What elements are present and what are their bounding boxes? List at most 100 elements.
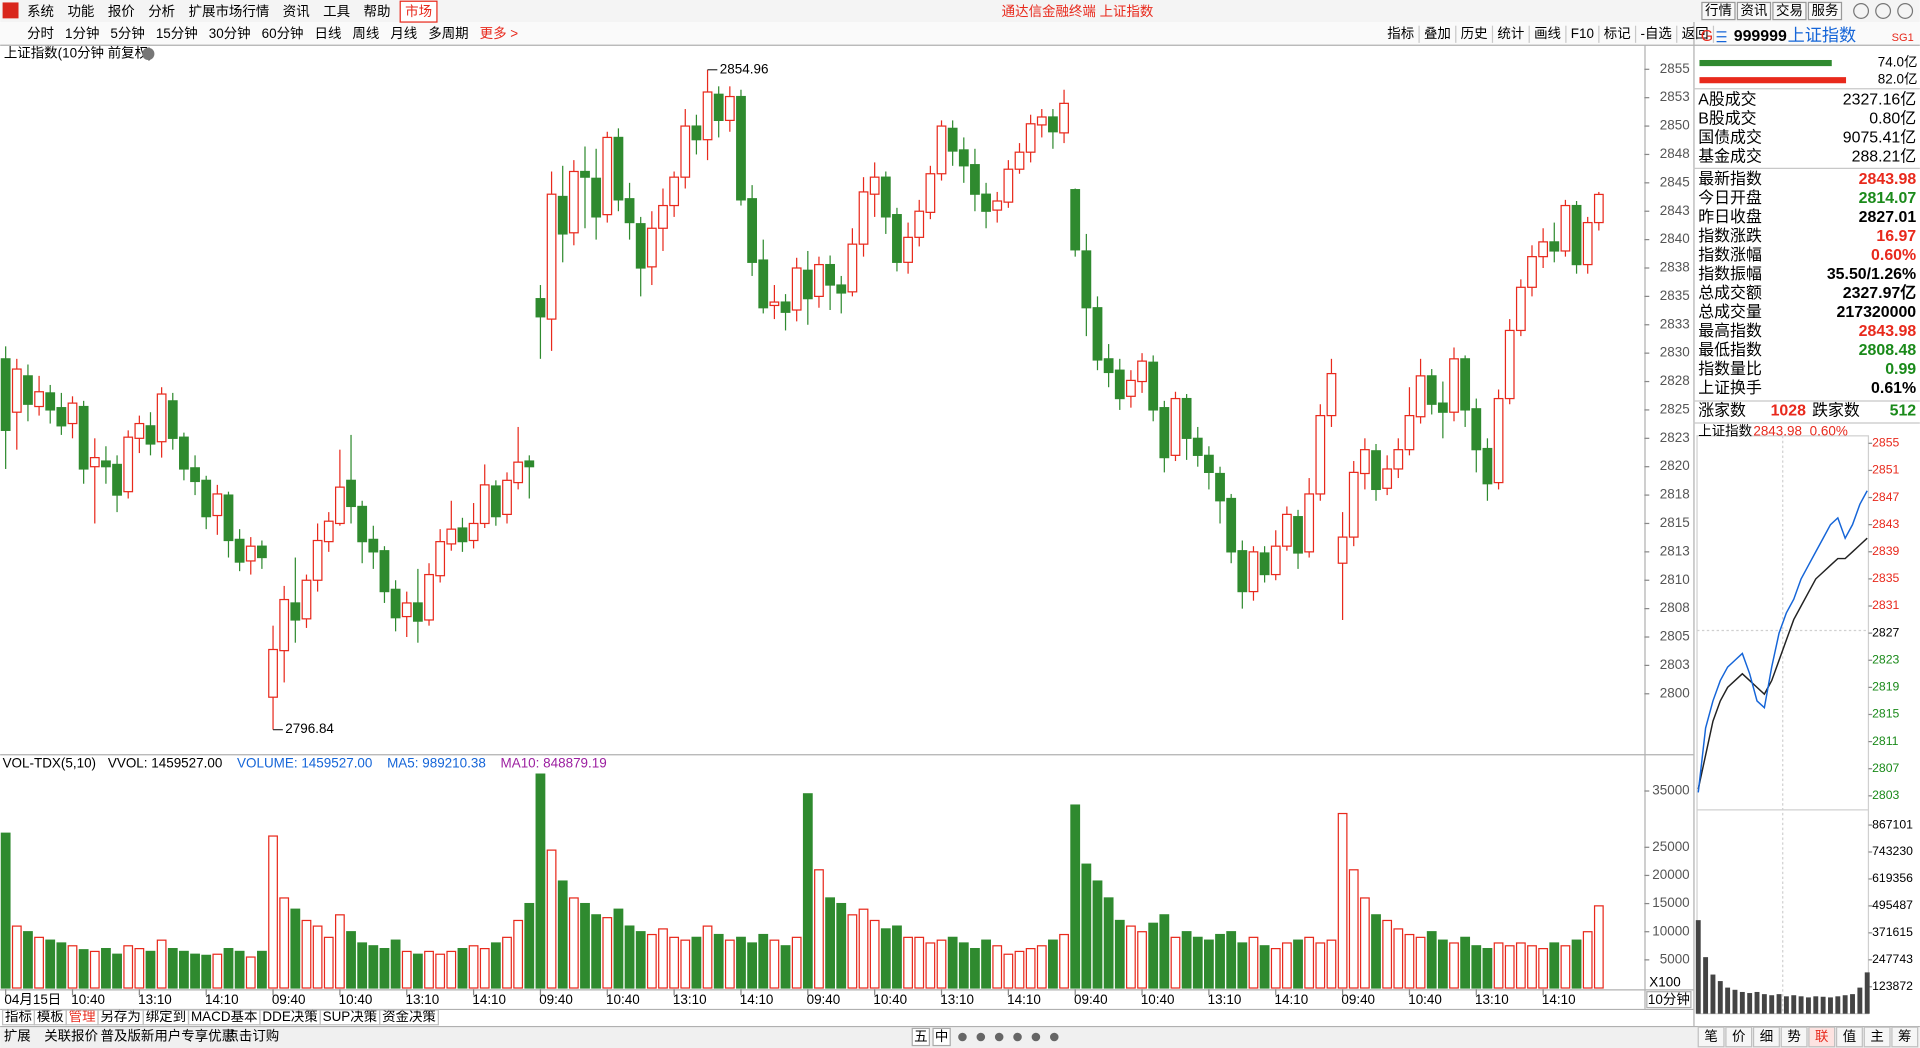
side-tab[interactable] [1780,1026,1808,1048]
top-button[interactable] [1772,1,1807,21]
y-tick-label: 2818 [1660,487,1690,502]
menu-item[interactable]: 功能 [67,4,94,19]
volume-bar [390,939,401,989]
tool-button[interactable]: F10 [1571,26,1594,41]
market-tab[interactable] [399,0,438,23]
top-button[interactable] [1701,1,1736,21]
status-icon[interactable] [958,1032,967,1042]
side-tab[interactable] [1752,1026,1780,1048]
tool-button[interactable]: 叠加 [1424,26,1451,41]
period-tab[interactable]: 分时 [27,26,54,41]
menu-item[interactable]: 分析 [148,4,175,19]
bottom-tab[interactable]: 管理 [69,1009,96,1024]
top-button[interactable] [1807,1,1843,21]
period-tab[interactable]: 60分钟 [262,25,304,41]
volume-bar [568,897,579,989]
tool-button[interactable]: 指标 [1387,26,1414,41]
period-tab[interactable]: 月线 [390,26,417,41]
period-tab[interactable]: 日线 [315,26,342,41]
candle-body [156,393,167,443]
candle-body [268,648,278,698]
top-button-label[interactable]: 交易 [1776,2,1803,18]
bottom-tab[interactable]: 另存为 [100,1009,140,1024]
status-icon[interactable] [1049,1032,1059,1042]
side-tab-label[interactable]: 主 [1870,1029,1883,1044]
bottom-tab[interactable]: 资金决策 [382,1008,436,1024]
bottom-tab[interactable]: SUP决策 [323,1008,378,1024]
bottom-tab[interactable]: DDE决策 [262,1008,318,1024]
side-tab[interactable] [1863,1026,1891,1048]
status-item[interactable]: 普及版新用户专享优惠 [101,1028,236,1044]
status-icon[interactable]: 五 [914,1029,927,1044]
period-tab[interactable]: 5分钟 [110,25,144,41]
y-tick-label: 2840 [1660,231,1690,246]
side-tab[interactable] [1835,1026,1863,1048]
tool-button[interactable]: 返回 [1682,26,1709,41]
period-tab[interactable]: 30分钟 [209,25,251,41]
volume-legend: MA5: 989210.38 [387,756,486,771]
bottom-tab[interactable]: 绑定到 [146,1009,186,1024]
top-button[interactable] [1736,1,1772,21]
top-button-label[interactable]: 资讯 [1741,3,1768,18]
bottom-tab[interactable]: MACD基本 [191,1008,258,1024]
side-tab-label[interactable]: 值 [1843,1029,1856,1044]
status-icon[interactable] [1013,1032,1022,1042]
title-dropdown[interactable] [142,47,155,60]
status-icon[interactable]: 中 [935,1029,948,1044]
period-tab[interactable]: 15分钟 [156,25,198,41]
close-button[interactable] [1897,3,1914,19]
status-item[interactable]: 扩展 [4,1029,31,1044]
tool-button[interactable]: -自选 [1640,26,1671,41]
tool-button[interactable]: 标记 [1604,26,1631,41]
candle-body [112,463,122,496]
menu-item[interactable]: 系统 [27,4,54,19]
side-tab-label[interactable]: 价 [1732,1029,1746,1044]
top-button-label[interactable]: 服务 [1812,3,1839,18]
volume-bar [312,925,323,989]
menu-item[interactable]: 工具 [323,4,350,19]
bottom-tab[interactable]: 模板 [37,1009,64,1024]
status-icon-frame[interactable] [932,1027,951,1047]
status-item[interactable]: 关联报价 [44,1029,98,1044]
side-tab-label[interactable]: 细 [1760,1029,1773,1044]
volume-bar [580,902,590,989]
status-icon-frame[interactable] [911,1027,931,1047]
side-tab-label[interactable]: 笔 [1704,1029,1717,1044]
status-icon[interactable] [1031,1032,1041,1042]
market-tab-label[interactable]: 市场 [405,3,432,19]
minimize-button[interactable] [1853,3,1870,19]
side-tab-label[interactable]: 联 [1815,1029,1828,1044]
period-tab[interactable]: 多周期 [428,25,468,41]
period-label[interactable]: 10分钟 [1648,991,1690,1007]
status-icon[interactable] [994,1032,1004,1042]
menu-item[interactable]: 帮助 [364,4,391,19]
volume-bar [1493,942,1504,989]
volume-bar [357,942,368,989]
status-icon[interactable] [976,1032,986,1042]
tool-button[interactable]: 统计 [1497,26,1524,41]
candle-body [624,198,635,224]
period-tab[interactable]: 1分钟 [65,25,99,41]
tool-button[interactable]: 历史 [1461,26,1488,41]
side-tab-label[interactable]: 筹 [1898,1028,1911,1044]
bottom-tab[interactable]: 指标 [5,1009,32,1024]
x-tick-label: 10:40 [1141,992,1175,1007]
more-link[interactable]: 更多 > [480,25,519,41]
side-tab[interactable] [1891,1026,1919,1048]
volume-bar [1426,931,1437,989]
status-item[interactable]: 点击订购 [225,1029,279,1044]
period-box[interactable] [1646,991,1692,1009]
volume-bar [257,950,267,989]
side-tab[interactable] [1808,1026,1836,1048]
side-tab-label[interactable]: 势 [1787,1029,1800,1044]
period-tab[interactable]: 周线 [352,26,379,41]
restore-button[interactable] [1875,3,1892,19]
side-tab[interactable] [1697,1026,1725,1048]
tool-button[interactable]: 画线 [1534,26,1561,41]
menu-item[interactable]: 扩展市场行情 [189,3,270,19]
menu-item[interactable]: 报价 [108,4,135,19]
top-button-label[interactable]: 行情 [1705,3,1732,18]
menu-item[interactable]: 资讯 [283,4,310,19]
side-tab[interactable] [1725,1026,1753,1048]
bottom-tab-frame[interactable] [379,1009,439,1026]
